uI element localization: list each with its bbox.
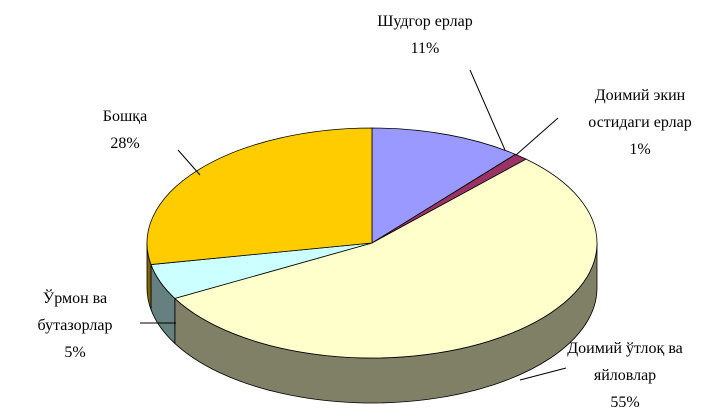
leader-line xyxy=(469,69,506,151)
slice-label: Доимий ўтлоқ ва яйловлар 55% xyxy=(560,335,690,410)
category-name: Бошқа xyxy=(102,108,148,125)
category-name: Шудгор ерлар xyxy=(377,13,473,30)
slice xyxy=(146,127,373,265)
value-label: 1% xyxy=(629,141,651,158)
leader-line xyxy=(515,117,559,156)
value-label: 55% xyxy=(610,394,640,410)
category-name: Ўрмон ва бутазорлар xyxy=(37,290,113,334)
slice-label: Доимий экин остидаги ерлар 1% xyxy=(565,82,713,163)
category-name: Доимий экин остидаги ерлар xyxy=(588,87,692,131)
leader-line xyxy=(177,149,201,176)
value-label: 28% xyxy=(110,135,140,152)
category-name: Доимий ўтлоқ ва яйловлар xyxy=(567,340,683,384)
slice-label: Бошқа 28% xyxy=(75,103,175,157)
slice xyxy=(174,158,598,359)
leader-line xyxy=(519,367,567,381)
slice-label: Ўрмон ва бутазорлар 5% xyxy=(20,285,130,366)
slice-label: Шудгор ерлар 11% xyxy=(345,8,505,62)
slice xyxy=(371,127,517,244)
value-label: 11% xyxy=(410,40,440,57)
value-label: 5% xyxy=(64,344,86,361)
